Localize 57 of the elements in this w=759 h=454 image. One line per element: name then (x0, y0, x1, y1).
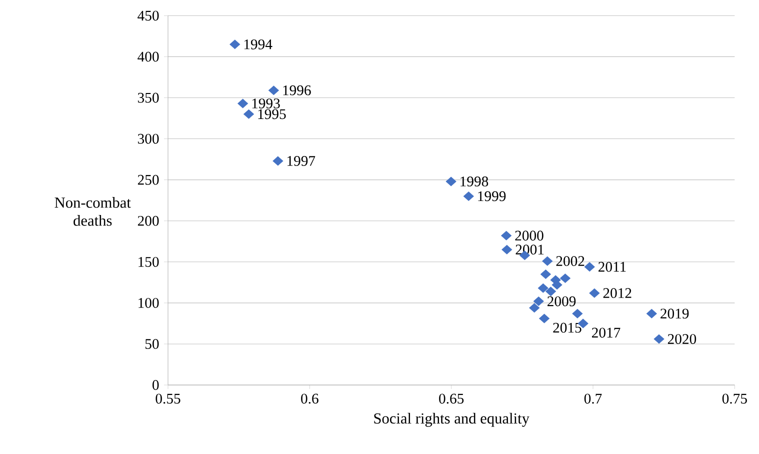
x-axis-title: Social rights and equality (374, 412, 530, 427)
point (646, 308, 657, 318)
annotation: 1998 (460, 176, 488, 186)
point (268, 86, 279, 96)
annotation: 2019 (660, 308, 689, 319)
point (244, 109, 254, 119)
point (272, 156, 284, 166)
point (540, 270, 551, 279)
point (533, 296, 544, 306)
point (501, 230, 512, 240)
annotation: 2009 (548, 296, 576, 306)
x-tick-label: 0.7 (584, 394, 602, 404)
y-tick-label: 200 (138, 216, 159, 226)
point (589, 288, 600, 298)
annotation: 1994 (244, 39, 272, 50)
y-tick-label: 450 (138, 10, 159, 21)
y-tick-label: 350 (138, 92, 159, 103)
y-tick-label: 150 (138, 256, 159, 267)
point (584, 262, 595, 272)
y-tick-label: 300 (138, 134, 159, 144)
point (560, 274, 570, 283)
y-tick-label: 400 (138, 52, 159, 62)
annotation: 2001 (516, 244, 544, 255)
y-tick-label: 100 (138, 298, 159, 308)
point (542, 256, 553, 266)
annotation: 1996 (283, 85, 311, 96)
point (546, 286, 556, 296)
x-tick-label: 0.6 (301, 394, 318, 404)
point (238, 98, 248, 108)
y-tick-label: 50 (145, 339, 159, 349)
x-tick-label: 0.75 (722, 394, 747, 404)
point (654, 334, 664, 344)
point (463, 192, 474, 201)
annotation: 2002 (556, 256, 584, 266)
point (446, 176, 456, 186)
point (552, 280, 562, 290)
y-tick-label: 0 (152, 380, 159, 390)
annotation: 2020 (668, 334, 696, 344)
annotation: 2000 (515, 230, 544, 241)
y-axis-title: Non-combat deaths (54, 197, 131, 226)
annotation: 1999 (478, 191, 506, 202)
point (502, 244, 512, 254)
point (529, 303, 540, 313)
x-tick-label: 0.55 (156, 394, 180, 404)
annotation: 1995 (258, 109, 286, 120)
annotation: 2015 (553, 322, 582, 333)
annotation: 2012 (603, 288, 632, 298)
point (539, 314, 550, 324)
x-tick-label: 0.65 (439, 394, 464, 404)
annotation: 1993 (252, 98, 280, 108)
annotation: 2011 (598, 262, 626, 272)
point (230, 40, 240, 50)
point (572, 308, 583, 318)
annotation: 2017 (592, 328, 620, 338)
y-tick-label: 250 (138, 174, 159, 185)
annotation: 1997 (288, 156, 316, 166)
point (538, 283, 548, 293)
